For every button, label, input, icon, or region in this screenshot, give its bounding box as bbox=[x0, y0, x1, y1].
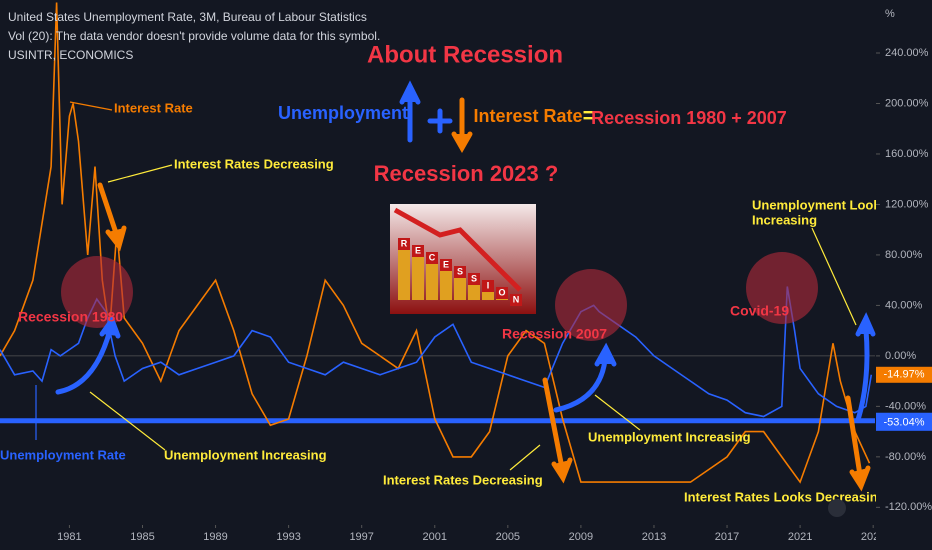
logo-button[interactable] bbox=[828, 499, 846, 517]
chart-subtitle: Vol (20): The data vendor doesn't provid… bbox=[8, 29, 380, 43]
price-label-box bbox=[876, 366, 932, 383]
letter-tile bbox=[510, 294, 522, 306]
letter: S bbox=[457, 266, 463, 276]
x-tick-label: 2001 bbox=[423, 531, 447, 543]
y-tick-label: 160.00% bbox=[885, 148, 929, 160]
letter-tile bbox=[440, 259, 452, 271]
y-tick-label: -80.00% bbox=[885, 451, 926, 463]
letter: I bbox=[487, 280, 490, 290]
x-tick-label: 2005 bbox=[496, 531, 520, 543]
letter-tile bbox=[412, 245, 424, 257]
annotation: Recession 2023 ? bbox=[374, 161, 559, 186]
price-label-box bbox=[876, 414, 932, 431]
annotation: Increasing bbox=[752, 212, 817, 227]
coin-stack bbox=[440, 271, 452, 300]
highlight-circle bbox=[61, 256, 133, 328]
y-tick-label: 120.00% bbox=[885, 198, 929, 210]
chart-title: United States Unemployment Rate, 3M, Bur… bbox=[8, 10, 367, 24]
annotation: Interest Rates Decreasing bbox=[174, 156, 334, 171]
y-axis: % 240.00% 200.00% 160.00% 120.00% 80.00% 40.0… bbox=[876, 0, 932, 550]
y-tick-label: -40.00% bbox=[885, 400, 926, 412]
letter-tile bbox=[482, 280, 494, 292]
annotation: Recession 1980 bbox=[18, 309, 123, 325]
coin-stack bbox=[482, 292, 494, 300]
highlight-circle bbox=[555, 269, 627, 341]
highlight-circle bbox=[746, 252, 818, 324]
x-tick-label: 1981 bbox=[57, 531, 81, 543]
letter: O bbox=[498, 287, 505, 297]
annotation: Unemployment bbox=[278, 103, 408, 123]
letter: R bbox=[401, 238, 408, 248]
arrows bbox=[55, 80, 876, 492]
annotation: Interest Rate bbox=[114, 100, 193, 115]
letter-tile bbox=[398, 238, 410, 250]
annotation: Unemployment Increasing bbox=[164, 447, 327, 462]
annotation: About Recession bbox=[367, 41, 563, 68]
coin-stack bbox=[412, 257, 424, 300]
annotation: Unemployment Increasing bbox=[588, 429, 751, 444]
y-unit: % bbox=[885, 8, 895, 20]
annotation: Recession 2007 bbox=[502, 326, 607, 342]
x-tick-label: 1989 bbox=[203, 531, 227, 543]
y-tick-label: -120.00% bbox=[885, 501, 932, 513]
price-label: -53.04% bbox=[884, 417, 925, 429]
x-tick-label: 1997 bbox=[349, 531, 373, 543]
annotation: Unemployment Rate bbox=[0, 447, 126, 462]
annotation: Interest Rates Decreasing bbox=[383, 472, 543, 487]
y-tick-label: 40.00% bbox=[885, 299, 923, 311]
annotation: Unemployment Looks bbox=[752, 197, 888, 212]
annotation: = bbox=[583, 103, 596, 128]
x-tick-label: 2013 bbox=[642, 531, 666, 543]
symbol-info: USINTR, ECONOMICS bbox=[8, 48, 133, 62]
coin-stack bbox=[468, 285, 480, 300]
x-tick-label: 2009 bbox=[569, 531, 593, 543]
annotation: Recession 1980 + 2007 bbox=[591, 108, 787, 128]
letter: C bbox=[429, 252, 436, 262]
coin-stack bbox=[426, 264, 438, 300]
letter-tile bbox=[454, 266, 466, 278]
letter: S bbox=[471, 273, 477, 283]
price-label: -14.97% bbox=[884, 369, 925, 381]
plot-area: 1981 1985 1989 1993 1997 2001 2005 2009 2013 2017… bbox=[0, 2, 885, 543]
x-tick-label: 2021 bbox=[788, 531, 812, 543]
coin-stack bbox=[454, 278, 466, 300]
letter: E bbox=[443, 259, 449, 269]
letter: N bbox=[513, 294, 520, 304]
pointer-lines bbox=[35, 101, 857, 471]
y-tick-label: 240.00% bbox=[885, 47, 929, 59]
letter-tile bbox=[496, 287, 508, 299]
letter: E bbox=[415, 245, 421, 255]
letter-tile bbox=[426, 252, 438, 264]
x-tick-label: 1985 bbox=[130, 531, 154, 543]
y-tick-label: 200.00% bbox=[885, 97, 929, 109]
annotation: Interest Rate bbox=[473, 106, 582, 126]
y-tick-label: 0.00% bbox=[885, 350, 916, 362]
coin-stack bbox=[398, 250, 410, 300]
letter-tile bbox=[468, 273, 480, 285]
x-tick-label: 2017 bbox=[715, 531, 739, 543]
y-tick-label: 80.00% bbox=[885, 249, 923, 261]
coin-stack bbox=[496, 299, 508, 300]
annotation: Interest Rates Looks Decreasing bbox=[684, 489, 886, 504]
series-line bbox=[0, 2, 871, 484]
x-tick-label: 1993 bbox=[276, 531, 300, 543]
annotation: Covid-19 bbox=[730, 303, 789, 319]
